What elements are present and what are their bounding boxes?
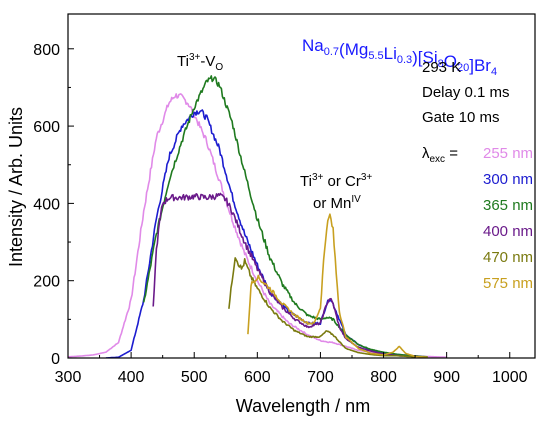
series-line-470-nm <box>228 257 416 358</box>
y-tick-label: 800 <box>33 42 60 59</box>
legend-entry-400-nm: 400 nm <box>483 223 533 240</box>
series-line-300-nm <box>105 109 422 358</box>
x-tick-label: 500 <box>181 369 208 386</box>
condition-temperature: 293 K <box>422 59 461 76</box>
condition-gate: Gate 10 ms <box>422 109 500 126</box>
condition-delay: Delay 0.1 ms <box>422 84 510 101</box>
legend-entry-300-nm: 300 nm <box>483 171 533 188</box>
ticks: 300 400 500 600 700 800 900 1000 0 200 400 600 800 <box>33 42 527 386</box>
x-tick-label: 600 <box>244 369 271 386</box>
legend-entry-365-nm: 365 nm <box>483 197 533 214</box>
annotation-ti-cr: Ti3+ or Cr3+ <box>300 172 372 190</box>
series-line-400-nm <box>152 192 403 357</box>
x-tick-label: 900 <box>433 369 460 386</box>
y-tick-label: 600 <box>33 119 60 136</box>
y-tick-label: 400 <box>33 196 60 213</box>
plot-area <box>68 75 447 358</box>
legend: 255 nm 300 nm 365 nm 400 nm 470 nm 575 nm <box>483 145 533 292</box>
y-tick-label: 200 <box>33 274 60 291</box>
legend-entry-575-nm: 575 nm <box>483 275 533 292</box>
axes <box>67 13 536 359</box>
annotation-mn: or MnIV <box>313 194 361 212</box>
series-line-365-nm <box>142 75 428 358</box>
x-tick-label: 800 <box>370 369 397 386</box>
y-tick-label: 0 <box>51 351 60 368</box>
x-tick-label: 1000 <box>492 369 528 386</box>
y-axis-title: Intensity / Arb. Units <box>6 107 26 267</box>
x-axis-title: Wavelength / nm <box>236 396 370 416</box>
plot-frame <box>67 13 536 359</box>
x-tick-label: 700 <box>307 369 334 386</box>
x-tick-label: 300 <box>55 369 82 386</box>
legend-entry-470-nm: 470 nm <box>483 249 533 266</box>
excitation-symbol: λexc = <box>422 145 458 165</box>
compound-formula: Na0.7(Mg5.5Li0.3)[Si8O20]Br4 <box>302 36 497 78</box>
x-tick-label: 400 <box>118 369 145 386</box>
annotation-ti-vo: Ti3+-VO <box>177 52 223 73</box>
series-line-575-nm <box>247 213 428 358</box>
series-line-255-nm <box>68 93 447 358</box>
legend-entry-255-nm: 255 nm <box>483 145 533 162</box>
